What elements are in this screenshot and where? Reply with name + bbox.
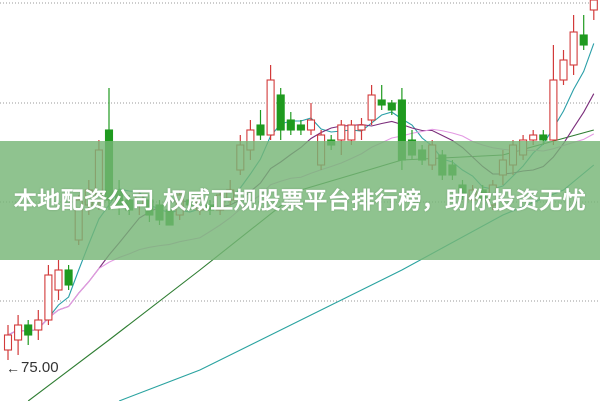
candle-body: [256, 124, 265, 136]
candle-body: [14, 324, 23, 341]
candle-body: [44, 274, 53, 321]
candle-body: [347, 124, 356, 141]
candle-body: [3, 334, 13, 351]
candle-body: [286, 119, 295, 131]
candle-body: [24, 324, 33, 336]
candle-body: [306, 119, 316, 131]
candle-body: [559, 59, 568, 81]
price-annotation-label: 75.00: [21, 359, 59, 376]
candle-body: [569, 31, 578, 66]
candle-body: [64, 269, 73, 286]
candle-body: [579, 34, 588, 46]
candle-body: [539, 134, 548, 141]
headline-banner: 本地配资公司 权威正规股票平台排行榜，助你投资无忧: [0, 141, 600, 260]
candle-body: [589, 0, 598, 11]
candle-body: [357, 124, 366, 131]
candle-body: [54, 269, 63, 291]
candle-body: [549, 79, 558, 141]
candle-body: [296, 124, 305, 131]
price-annotation: ← 75.00: [6, 359, 59, 376]
candle-body: [387, 102, 396, 111]
candle-body: [276, 94, 285, 131]
left-arrow-icon: ←: [6, 359, 20, 376]
candle-body: [529, 134, 538, 141]
candle-body: [34, 319, 43, 331]
candle-body: [337, 124, 346, 141]
candle-body: [266, 79, 275, 136]
headline-text: 本地配资公司 权威正规股票平台排行榜，助你投资无忧: [13, 187, 587, 214]
candle-body: [367, 94, 376, 121]
candle-body: [377, 99, 386, 106]
